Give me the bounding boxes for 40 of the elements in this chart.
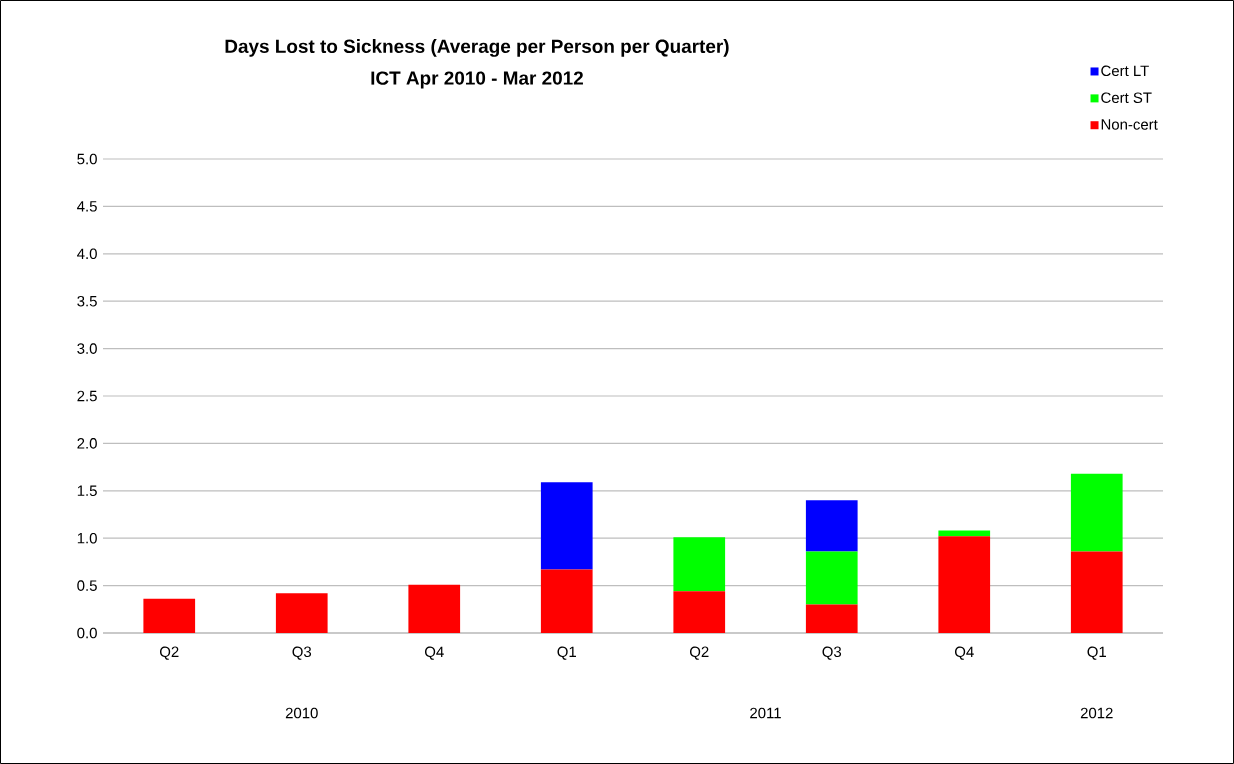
y-tick-label: 4.5	[77, 201, 97, 212]
y-tick-label: 0.5	[77, 580, 97, 591]
y-tick-label: 3.5	[77, 295, 97, 307]
bar	[805, 500, 858, 552]
text: 2010	[285, 707, 318, 719]
bar	[143, 598, 196, 633]
bar	[408, 584, 461, 633]
y-tick-label: 3.0	[77, 343, 97, 354]
legend-label: Cert ST	[1101, 92, 1152, 103]
y-tick-label: 1.0	[77, 532, 97, 544]
bar	[1070, 551, 1123, 633]
text: 2011	[750, 707, 781, 719]
bar	[1070, 473, 1123, 552]
x-tick-label: Q4	[424, 646, 444, 660]
x-tick-label: Q2	[689, 646, 709, 660]
x-tick-label: Q1	[1087, 646, 1106, 660]
x-tick-label: Q3	[292, 646, 312, 660]
y-tick-label: 4.0	[77, 248, 97, 260]
bar	[805, 551, 858, 605]
legend-label: Cert LT	[1101, 65, 1149, 77]
bar	[540, 482, 593, 570]
x-tick-label: Q4	[954, 646, 974, 660]
x-tick-label: Q1	[557, 646, 576, 660]
chart-subtitle: ICT Apr 2010 - Mar 2012	[371, 71, 583, 89]
text: 2012	[1080, 707, 1113, 719]
bar	[673, 591, 726, 633]
bar	[673, 537, 726, 592]
y-tick-label: 2.5	[77, 390, 97, 402]
bar	[275, 593, 328, 633]
x-tick-label: Q3	[822, 646, 842, 660]
legend-label: Non-cert	[1101, 119, 1158, 130]
y-tick-label: 2.0	[77, 438, 97, 449]
x-tick-label: Q2	[159, 646, 179, 660]
bar	[540, 569, 593, 633]
chart-title: Days Lost to Sickness (Average per Person per Quarter)	[225, 39, 729, 57]
bar	[805, 604, 858, 633]
y-tick-label: 1.5	[77, 485, 97, 497]
bar	[938, 536, 991, 633]
y-tick-label: 5.0	[77, 153, 97, 165]
y-tick-label: 0.0	[77, 627, 97, 639]
